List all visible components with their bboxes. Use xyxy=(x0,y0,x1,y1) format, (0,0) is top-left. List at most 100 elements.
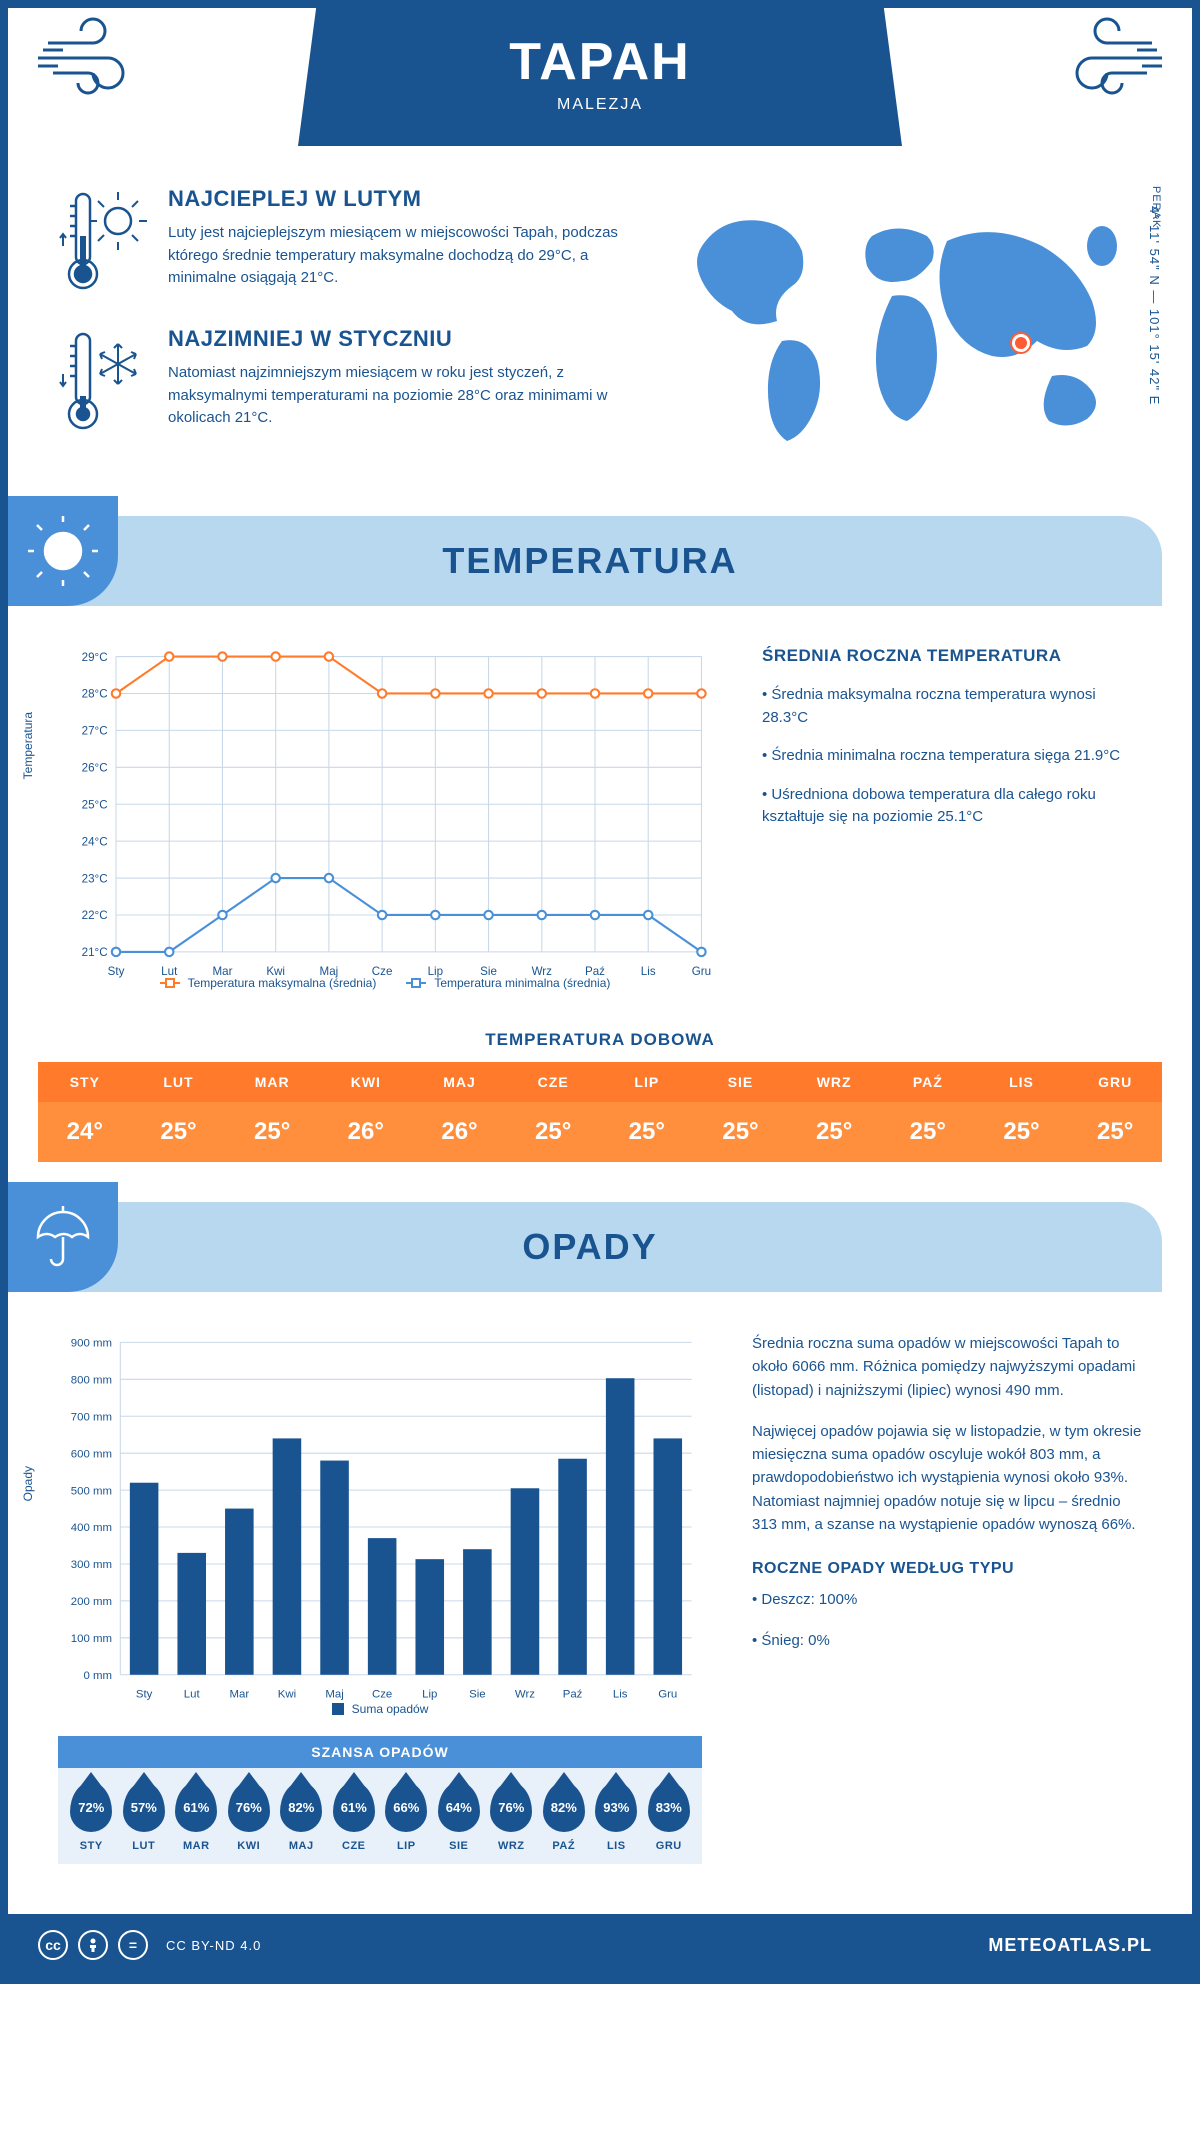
temp-bullet-2: • Uśredniona dobowa temperatura dla całe… xyxy=(762,784,1142,829)
temp-chart-ylabel: Temperatura xyxy=(21,712,35,779)
daily-val: 25° xyxy=(506,1102,600,1162)
drop-icon: 57% xyxy=(123,1782,165,1832)
temperature-chart-wrap: Temperatura 21°C22°C23°C24°C25°C26°C27°C… xyxy=(58,646,712,990)
svg-text:23°C: 23°C xyxy=(82,872,108,885)
temperature-banner: TEMPERATURA xyxy=(8,516,1162,606)
chance-drop: 82% MAJ xyxy=(276,1782,327,1852)
svg-text:28°C: 28°C xyxy=(82,688,108,701)
daily-val: 25° xyxy=(975,1102,1069,1162)
svg-text:Sie: Sie xyxy=(469,1689,486,1701)
title-banner: TAPAH MALEZJA xyxy=(298,8,902,146)
chance-drop: 66% LIP xyxy=(381,1782,432,1852)
daily-val: 25° xyxy=(1068,1102,1162,1162)
temperature-body: Temperatura 21°C22°C23°C24°C25°C26°C27°C… xyxy=(8,606,1192,1010)
drop-icon: 82% xyxy=(280,1782,322,1832)
svg-text:Lis: Lis xyxy=(641,965,656,978)
precipitation-body: Opady 0 mm100 mm200 mm300 mm400 mm500 mm… xyxy=(8,1292,1192,1884)
coldest-text: Natomiast najzimniejszym miesiącem w rok… xyxy=(168,362,622,430)
chance-title: SZANSA OPADÓW xyxy=(58,1736,702,1768)
svg-text:400 mm: 400 mm xyxy=(71,1522,112,1534)
drop-month: LIS xyxy=(607,1840,626,1852)
svg-text:Sty: Sty xyxy=(136,1689,153,1701)
svg-text:Mar: Mar xyxy=(212,965,232,978)
umbrella-icon xyxy=(8,1182,118,1292)
svg-text:700 mm: 700 mm xyxy=(71,1411,112,1423)
chance-drop: 83% GRU xyxy=(644,1782,695,1852)
chance-drop: 57% LUT xyxy=(119,1782,170,1852)
svg-text:100 mm: 100 mm xyxy=(71,1633,112,1645)
rain-type-title: ROCZNE OPADY WEDŁUG TYPU xyxy=(752,1560,1142,1578)
drop-month: WRZ xyxy=(498,1840,525,1852)
svg-text:Paź: Paź xyxy=(585,965,605,978)
thermometer-snow-icon xyxy=(58,326,148,436)
nd-icon: = xyxy=(118,1930,148,1960)
world-map xyxy=(662,186,1142,466)
svg-text:Kwi: Kwi xyxy=(278,1689,296,1701)
svg-text:29°C: 29°C xyxy=(82,651,108,664)
daily-val: 24° xyxy=(38,1102,132,1162)
svg-text:300 mm: 300 mm xyxy=(71,1559,112,1571)
chance-row: 72% STY 57% LUT 61% MAR 76% KWI 82% MAJ … xyxy=(58,1768,702,1852)
temperature-summary: ŚREDNIA ROCZNA TEMPERATURA • Średnia mak… xyxy=(762,646,1142,990)
drop-icon: 83% xyxy=(648,1782,690,1832)
chance-drop: 93% LIS xyxy=(591,1782,642,1852)
sun-icon xyxy=(8,496,118,606)
svg-text:Lut: Lut xyxy=(161,965,178,978)
daily-hdr: MAR xyxy=(225,1062,319,1102)
precipitation-heading: OPADY xyxy=(118,1226,1162,1268)
drop-icon: 76% xyxy=(228,1782,270,1832)
precipitation-summary: Średnia roczna suma opadów w miejscowośc… xyxy=(752,1332,1142,1864)
svg-text:27°C: 27°C xyxy=(82,725,108,738)
svg-text:Wrz: Wrz xyxy=(515,1689,535,1701)
warmest-title: NAJCIEPLEJ W LUTYM xyxy=(168,186,622,212)
wind-icon-left xyxy=(38,8,158,108)
daily-hdr: KWI xyxy=(319,1062,413,1102)
daily-hdr: PAŹ xyxy=(881,1062,975,1102)
svg-text:Kwi: Kwi xyxy=(266,965,285,978)
rain-type-0: • Deszcz: 100% xyxy=(752,1588,1142,1611)
daily-hdr: MAJ xyxy=(413,1062,507,1102)
drop-month: SIE xyxy=(449,1840,468,1852)
drop-month: GRU xyxy=(656,1840,682,1852)
wind-icon-right xyxy=(1042,8,1162,108)
coordinates: 4° 11' 54" N — 101° 15' 42" E xyxy=(1147,206,1162,405)
svg-text:Paź: Paź xyxy=(563,1689,583,1701)
svg-text:Lip: Lip xyxy=(422,1689,437,1701)
map-panel: PERAK 4° 11' 54" N — 101° 15' 42" E xyxy=(662,186,1142,466)
rain-chart-wrap: Opady 0 mm100 mm200 mm300 mm400 mm500 mm… xyxy=(58,1332,702,1864)
chance-drop: 82% PAŹ xyxy=(539,1782,590,1852)
page-subtitle: MALEZJA xyxy=(298,96,902,114)
chance-drop: 61% CZE xyxy=(329,1782,380,1852)
chance-panel: SZANSA OPADÓW 72% STY 57% LUT 61% MAR 76… xyxy=(58,1736,702,1864)
drop-icon: 93% xyxy=(595,1782,637,1832)
by-icon xyxy=(78,1930,108,1960)
svg-text:800 mm: 800 mm xyxy=(71,1374,112,1386)
daily-hdr: WRZ xyxy=(787,1062,881,1102)
svg-text:22°C: 22°C xyxy=(82,909,108,922)
warmest-block: NAJCIEPLEJ W LUTYM Luty jest najcieplejs… xyxy=(58,186,622,296)
daily-val: 25° xyxy=(787,1102,881,1162)
drop-icon: 72% xyxy=(70,1782,112,1832)
temp-bullet-1: • Średnia minimalna roczna temperatura s… xyxy=(762,745,1142,768)
daily-hdr: SIE xyxy=(694,1062,788,1102)
drop-icon: 64% xyxy=(438,1782,480,1832)
rain-para-2: Najwięcej opadów pojawia się w listopadz… xyxy=(752,1420,1142,1536)
coldest-title: NAJZIMNIEJ W STYCZNIU xyxy=(168,326,622,352)
svg-text:Lis: Lis xyxy=(613,1689,628,1701)
drop-icon: 61% xyxy=(175,1782,217,1832)
svg-text:Gru: Gru xyxy=(658,1689,677,1701)
precipitation-banner: OPADY xyxy=(8,1202,1162,1292)
svg-text:Maj: Maj xyxy=(320,965,339,978)
thermometer-sun-icon xyxy=(58,186,148,296)
footer-license: cc = CC BY-ND 4.0 xyxy=(38,1930,261,1960)
daily-val: 26° xyxy=(319,1102,413,1162)
temp-bullet-0: • Średnia maksymalna roczna temperatura … xyxy=(762,684,1142,729)
daily-val: 25° xyxy=(225,1102,319,1162)
svg-text:24°C: 24°C xyxy=(82,835,108,848)
svg-text:0 mm: 0 mm xyxy=(83,1670,112,1682)
intro-left: NAJCIEPLEJ W LUTYM Luty jest najcieplejs… xyxy=(58,186,622,466)
drop-month: LIP xyxy=(397,1840,416,1852)
svg-text:Lip: Lip xyxy=(428,965,443,978)
chance-drop: 64% SIE xyxy=(434,1782,485,1852)
svg-text:21°C: 21°C xyxy=(82,946,108,959)
